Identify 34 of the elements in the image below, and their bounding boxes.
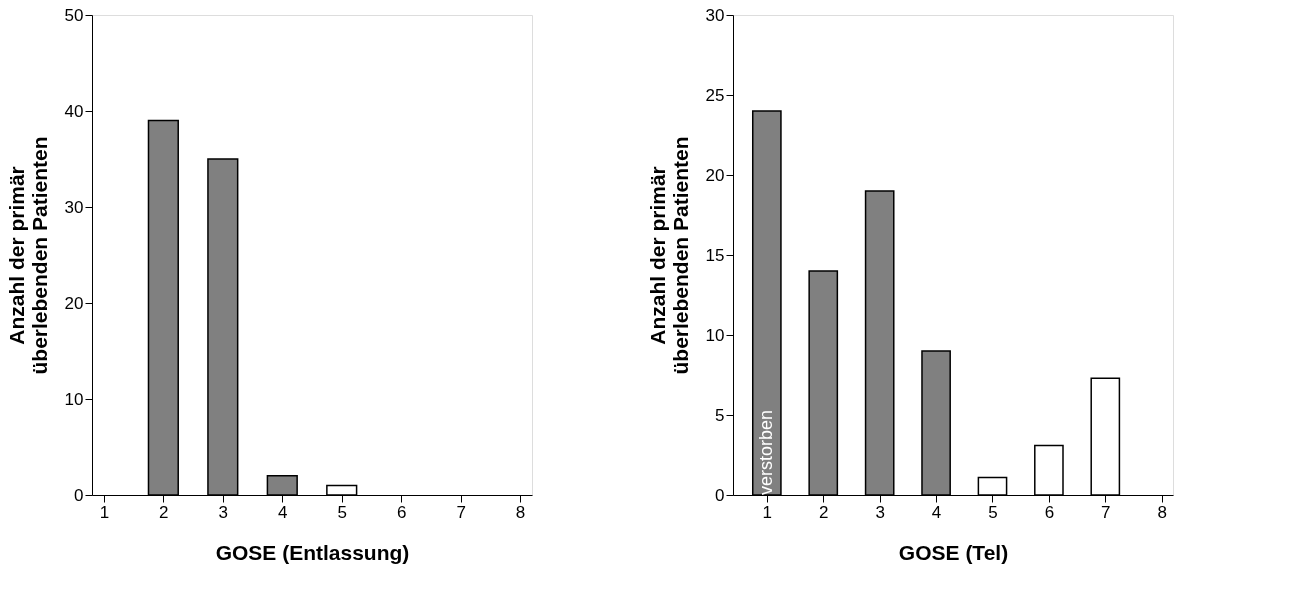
x-tick-label: 4 bbox=[278, 502, 288, 522]
x-tick-label: 3 bbox=[218, 502, 229, 522]
y-tick-label: 40 bbox=[64, 101, 84, 121]
y-tick-label: 20 bbox=[64, 293, 84, 313]
x-axis-title: GOSE (Tel) bbox=[898, 540, 1009, 564]
x-tick-label: 8 bbox=[1157, 502, 1167, 522]
y-tick-label: 30 bbox=[705, 5, 725, 25]
y-tick-label: 30 bbox=[64, 197, 84, 217]
x-tick-label: 4 bbox=[931, 502, 942, 522]
x-axis-title: GOSE (Entlassung) bbox=[215, 540, 410, 564]
y-tick-label: 25 bbox=[705, 85, 725, 105]
annotation: verstorben bbox=[755, 409, 776, 495]
y-tick-label: 20 bbox=[705, 165, 725, 185]
y-tick-label: 0 bbox=[74, 485, 84, 505]
x-tick-label: 3 bbox=[875, 502, 885, 522]
x-tick-label: 7 bbox=[456, 502, 466, 522]
x-tick-label: 6 bbox=[396, 502, 407, 522]
y-axis-title: Anzahl der primär überlebenden Patienten bbox=[645, 136, 692, 375]
x-tick-label: 8 bbox=[515, 502, 526, 522]
x-tick-label: 2 bbox=[819, 502, 829, 522]
y-tick-label: 0 bbox=[715, 485, 725, 505]
y-axis-title: Anzahl der primär überlebenden Patienten bbox=[4, 136, 51, 375]
x-tick-label: 6 bbox=[1044, 502, 1055, 522]
y-tick-label: 5 bbox=[715, 405, 725, 425]
x-tick-label: 5 bbox=[988, 502, 998, 522]
y-tick-label: 15 bbox=[705, 245, 725, 265]
x-tick-label: 7 bbox=[1101, 502, 1111, 522]
x-tick-label: 1 bbox=[99, 502, 110, 522]
x-tick-label: 1 bbox=[762, 502, 773, 522]
x-tick-label: 2 bbox=[159, 502, 169, 522]
x-tick-label: 5 bbox=[337, 502, 347, 522]
y-tick-label: 10 bbox=[705, 325, 725, 345]
y-tick-label: 10 bbox=[64, 389, 84, 409]
y-tick-label: 50 bbox=[64, 5, 84, 25]
